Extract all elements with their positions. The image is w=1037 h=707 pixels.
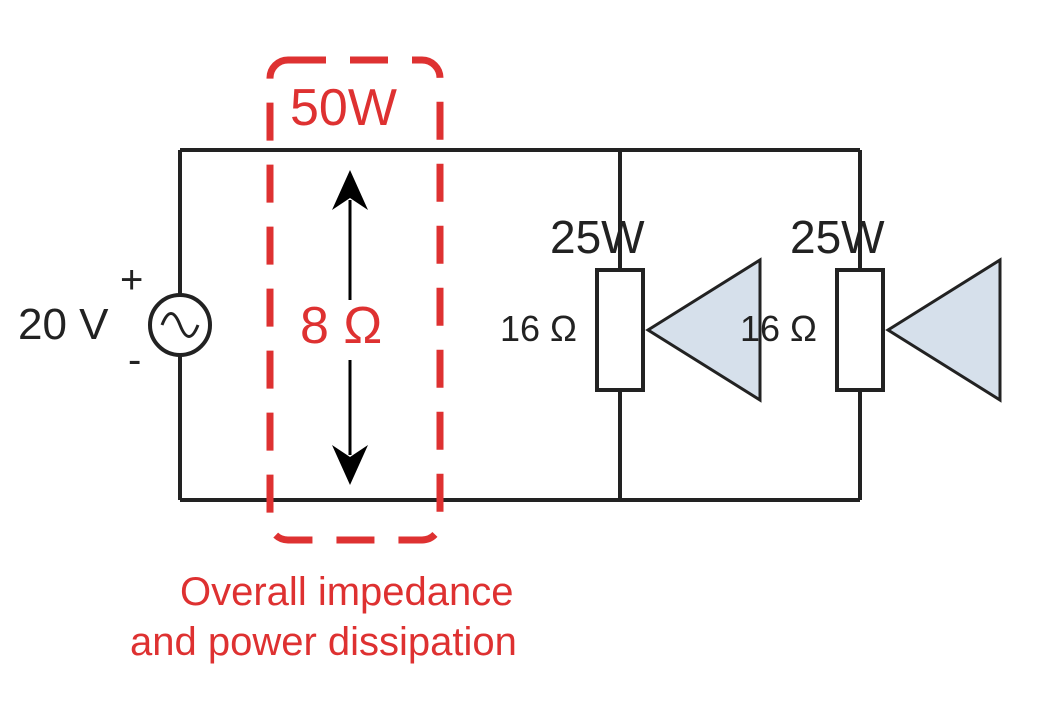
- speaker1-impedance: 16 Ω: [500, 308, 540, 350]
- source-voltage: 20 V: [18, 300, 109, 350]
- resistor-speaker2: [837, 270, 883, 390]
- circuit-svg: [0, 0, 1037, 707]
- overall-power: 50W: [290, 78, 397, 138]
- overall-impedance: 8 Ω: [300, 296, 382, 356]
- speaker2-power: 25W: [790, 210, 885, 264]
- source-plus: +: [120, 258, 143, 303]
- speaker1-power: 25W: [550, 210, 645, 264]
- resistor-speaker1: [597, 270, 643, 390]
- caption-line2: and power dissipation: [130, 620, 517, 665]
- source-minus: -: [128, 338, 141, 383]
- caption-line1: Overall impedance: [180, 570, 514, 615]
- speaker-cone-2: [888, 260, 1000, 400]
- circuit-diagram: + - 20 V 50W 8 Ω 25W 16 Ω 25W 16 Ω Overa…: [0, 0, 1037, 707]
- speaker2-impedance: 16 Ω: [740, 308, 817, 350]
